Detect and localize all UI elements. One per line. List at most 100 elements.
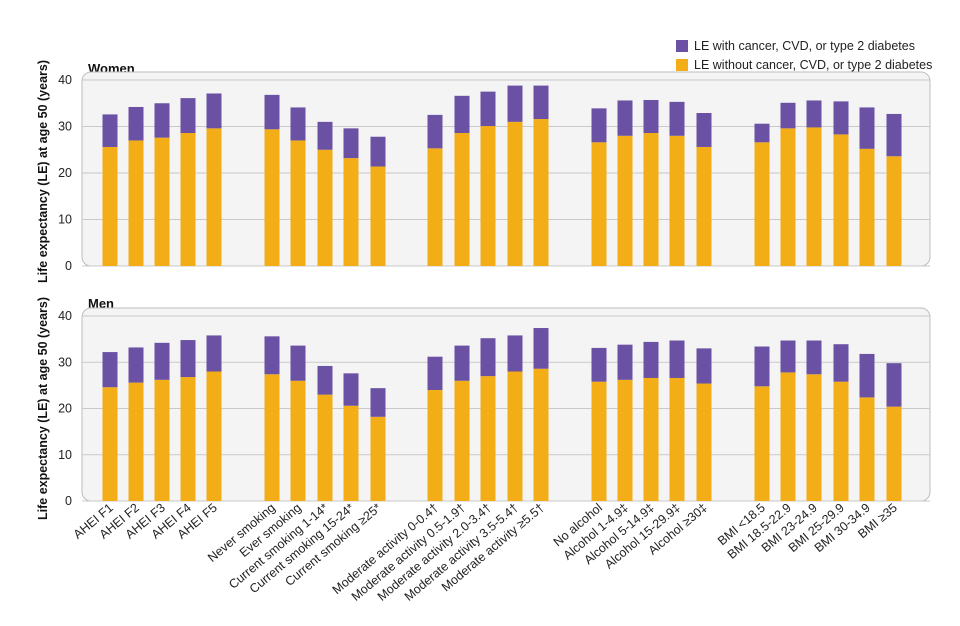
women-bar-with	[643, 99, 659, 134]
women-bar-with	[591, 108, 607, 143]
women-bar-with	[454, 95, 470, 134]
women-bar-without	[833, 134, 849, 266]
men-bar-with	[533, 328, 549, 369]
men-y-tick-label: 30	[58, 355, 72, 369]
women-bar-with	[696, 113, 712, 147]
men-bar-without	[370, 416, 386, 501]
men-bar-without	[264, 374, 280, 501]
men-y-tick-label: 0	[65, 494, 72, 508]
men-bar-without	[617, 379, 633, 501]
women-bar-without	[343, 158, 359, 266]
women-bar-with	[859, 107, 875, 149]
women-bar-without	[591, 142, 607, 266]
legend-label-with: LE with cancer, CVD, or type 2 diabetes	[694, 38, 915, 53]
women-bar-with	[206, 93, 222, 129]
men-bar-with	[696, 348, 712, 384]
women-bar-without	[859, 148, 875, 266]
women-y-tick-label: 30	[58, 120, 72, 134]
women-bar-without	[696, 146, 712, 266]
men-bar-without	[859, 397, 875, 501]
men-bar-with	[591, 347, 607, 382]
men-bar-with	[886, 363, 902, 407]
women-bar-with	[780, 102, 796, 129]
men-bar-with	[780, 340, 796, 373]
men-bar-without	[643, 377, 659, 501]
women-bar-with	[533, 85, 549, 120]
legend-swatch-without	[676, 58, 688, 71]
men-bar-with	[206, 335, 222, 372]
women-bar-without	[154, 137, 170, 266]
men-bar-without	[206, 371, 222, 501]
men-bar-without	[780, 372, 796, 501]
women-bar-with	[343, 128, 359, 159]
men-bar-with	[102, 352, 118, 388]
women-bar-with	[317, 121, 333, 150]
women-bar-with	[669, 101, 685, 136]
men-bar-with	[427, 356, 443, 390]
men-bar-without	[507, 371, 523, 501]
men-bar-with	[507, 335, 523, 372]
men-bar-with	[669, 340, 685, 378]
women-bar-with	[754, 123, 770, 143]
women-bar-without	[290, 140, 306, 266]
men-bar-without	[290, 380, 306, 501]
women-bar-with	[102, 114, 118, 147]
women-bar-without	[128, 140, 144, 266]
legend-item-without: LE without cancer, CVD, or type 2 diabet…	[676, 55, 932, 74]
men-bar-without	[591, 381, 607, 501]
men-bar-with	[154, 342, 170, 380]
men-bar-without	[343, 405, 359, 501]
women-bar-with	[833, 101, 849, 135]
women-bar-with	[806, 100, 822, 128]
women-y-tick-label: 20	[58, 166, 72, 180]
men-bar-with	[643, 341, 659, 378]
women-bar-with	[507, 85, 523, 122]
women-bar-with	[290, 107, 306, 141]
men-bar-with	[833, 344, 849, 382]
women-bar-with	[370, 136, 386, 167]
women-bar-without	[754, 142, 770, 266]
men-bar-with	[343, 373, 359, 406]
men-bar-without	[128, 382, 144, 501]
men-bar-without	[427, 390, 443, 501]
women-y-tick-label: 10	[58, 213, 72, 227]
men-bar-with	[480, 338, 496, 377]
women-y-tick-label: 40	[58, 73, 72, 87]
men-bar-with	[180, 340, 196, 378]
legend-label-without: LE without cancer, CVD, or type 2 diabet…	[694, 57, 933, 72]
women-bar-without	[264, 129, 280, 266]
men-bar-with	[806, 340, 822, 375]
men-bar-without	[480, 376, 496, 501]
women-bar-without	[533, 119, 549, 266]
men-bar-without	[102, 387, 118, 501]
men-bar-without	[696, 383, 712, 501]
women-bar-without	[206, 128, 222, 266]
men-bar-with	[264, 336, 280, 375]
women-bar-with	[264, 94, 280, 130]
women-bar-without	[427, 148, 443, 266]
women-bar-without	[507, 121, 523, 266]
men-bar-with	[754, 346, 770, 387]
women-bar-with	[154, 103, 170, 138]
men-bar-with	[454, 345, 470, 381]
men-bar-without	[154, 379, 170, 501]
men-bar-without	[754, 386, 770, 501]
women-bar-without	[780, 128, 796, 266]
men-bar-with	[859, 353, 875, 398]
women-bar-without	[806, 127, 822, 267]
legend-item-with: LE with cancer, CVD, or type 2 diabetes	[676, 36, 932, 55]
women-bar-with	[128, 106, 144, 141]
legend: LE with cancer, CVD, or type 2 diabetes …	[676, 36, 932, 74]
men-bar-with	[317, 365, 333, 395]
women-bar-without	[102, 146, 118, 266]
women-bar-without	[669, 135, 685, 266]
women-bar-without	[480, 126, 496, 266]
men-bar-without	[533, 368, 549, 501]
men-bar-with	[128, 347, 144, 383]
men-bar-without	[669, 377, 685, 501]
men-y-tick-label: 40	[58, 309, 72, 323]
men-bar-without	[886, 406, 902, 501]
women-bar-without	[643, 133, 659, 266]
